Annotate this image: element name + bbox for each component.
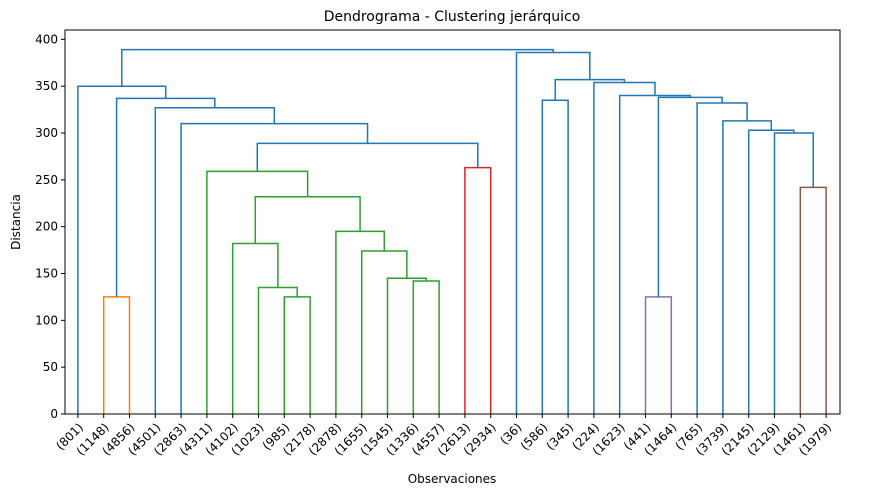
dendrogram-link-20 [773, 132, 814, 414]
dendrogram-link-21 [747, 129, 795, 414]
x-tick-label: (586) [518, 420, 551, 453]
y-tick-label: 250 [35, 173, 58, 187]
x-tick-label: (345) [543, 420, 576, 453]
dendrogram-link-6 [386, 277, 427, 414]
axes-frame [64, 29, 841, 415]
dendrogram-link-2 [283, 296, 311, 414]
y-tick-label: 100 [35, 313, 58, 327]
dendrogram-link-24 [657, 96, 723, 297]
dendrogram-link-14 [154, 106, 276, 414]
dendrogram-link-7 [360, 250, 408, 414]
dendrogram-link-11 [464, 166, 492, 414]
dendrogram-link-26 [593, 81, 656, 414]
y-tick-label: 400 [35, 32, 58, 46]
dendrogram-link-25 [618, 94, 691, 414]
dendrogram-link-13 [180, 122, 369, 414]
y-axis-ticks: 0 50 100 150 200 250 300 350 400 [35, 32, 65, 421]
y-tick-label: 150 [35, 267, 58, 281]
dendrogram-link-10 [206, 170, 309, 414]
y-tick-label: 350 [35, 79, 58, 93]
dendrogram-link-28 [515, 51, 591, 414]
dendrogram-link-3 [257, 286, 298, 414]
dendrogram-link-5 [412, 280, 440, 414]
dendrogram-link-17 [541, 99, 569, 414]
dendrogram-link-4 [231, 242, 279, 414]
dendrogram-link-8 [335, 230, 386, 414]
y-tick-label: 50 [43, 360, 58, 374]
dendrogram-links [77, 48, 827, 414]
dendrogram-link-1 [102, 296, 131, 414]
x-axis-ticks: (801)(1148)(4856)(4501)(2863)(4311)(4102… [53, 414, 834, 458]
dendrogram-link-23 [696, 102, 748, 414]
chart-title: Dendrograma - Clustering jerárquico [324, 9, 581, 25]
x-axis-label: Observaciones [408, 472, 497, 486]
dendrogram-link-29 [121, 48, 554, 87]
dendrogram-link-18 [644, 296, 673, 414]
y-tick-label: 0 [50, 407, 58, 421]
dendrogram-link-9 [254, 195, 361, 244]
dendrogram-link-19 [799, 186, 827, 414]
dendrogram-link-12 [256, 142, 479, 172]
dendrogram-link-22 [722, 120, 773, 414]
y-tick-label: 200 [35, 220, 58, 234]
dendrogram-link-15 [115, 97, 216, 297]
y-tick-label: 300 [35, 126, 58, 140]
y-axis-label: Distancia [9, 194, 23, 250]
dendrogram-link-16 [77, 85, 167, 414]
